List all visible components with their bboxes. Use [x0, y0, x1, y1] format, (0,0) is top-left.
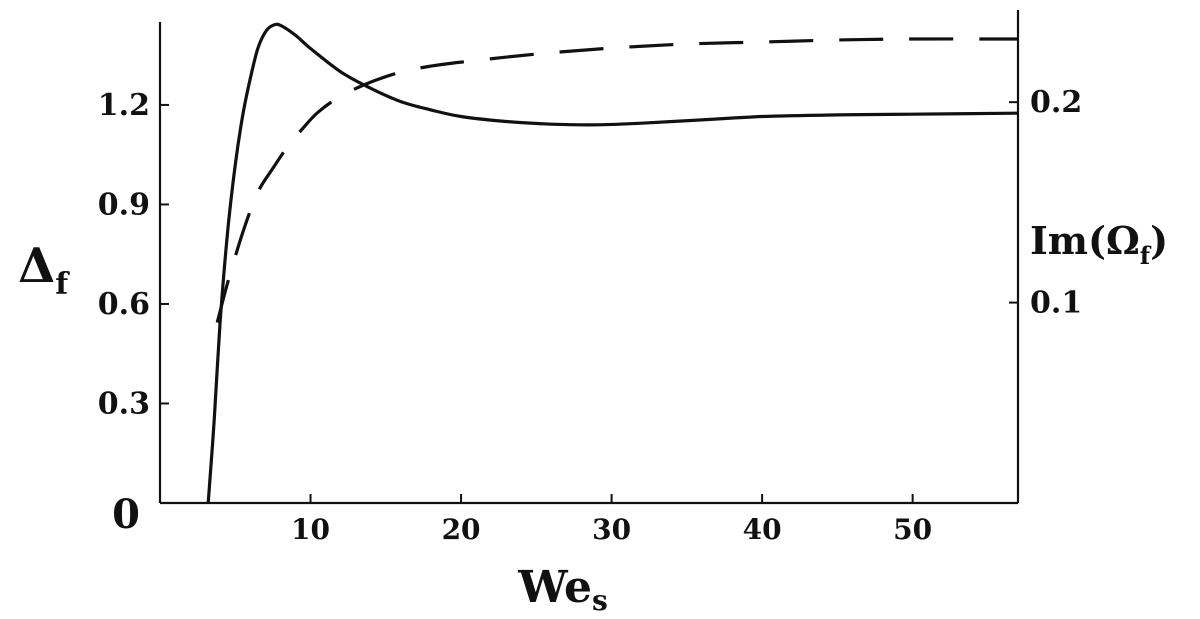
y-left-axis-title: Δf [18, 238, 70, 302]
x-tick-label: 10 [291, 513, 330, 546]
y-left-tick-label: 0.9 [98, 187, 150, 222]
y-left-tick-label: 0 [112, 491, 140, 538]
x-tick-label: 50 [893, 513, 932, 546]
y-left-tick-label: 0.6 [98, 287, 150, 322]
x-tick-label: 30 [592, 513, 631, 546]
y-right-tick-label: 0.2 [1030, 85, 1082, 120]
series-line-dashed [215, 37, 1019, 324]
y-left-tick-label: 1.2 [98, 88, 150, 123]
series-line-solid [206, 22, 1019, 504]
series-layer [206, 22, 1019, 504]
x-tick-label: 20 [442, 513, 481, 546]
ticks-layer: 10 20 30 40 50 0 0.3 0.6 0.9 1.2 0.1 0.2 [98, 85, 1082, 546]
y-right-axis-title: Im(Ωf) [1030, 218, 1168, 270]
x-tick-label: 40 [743, 513, 782, 546]
y-right-tick-label: 0.1 [1030, 286, 1082, 321]
y-left-tick-label: 0.3 [98, 386, 150, 421]
x-axis-title: Wes [517, 562, 608, 617]
